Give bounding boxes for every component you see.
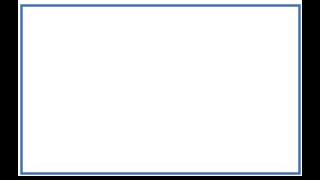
Text: 2: 2	[141, 99, 150, 113]
Text: How to Balance:: How to Balance:	[73, 30, 247, 49]
Text: F: F	[120, 78, 141, 109]
Text: S: S	[58, 78, 78, 109]
Text: +: +	[91, 78, 117, 109]
Text: 8: 8	[82, 99, 91, 113]
Text: 6: 6	[246, 99, 256, 113]
Text: SF: SF	[203, 78, 245, 109]
